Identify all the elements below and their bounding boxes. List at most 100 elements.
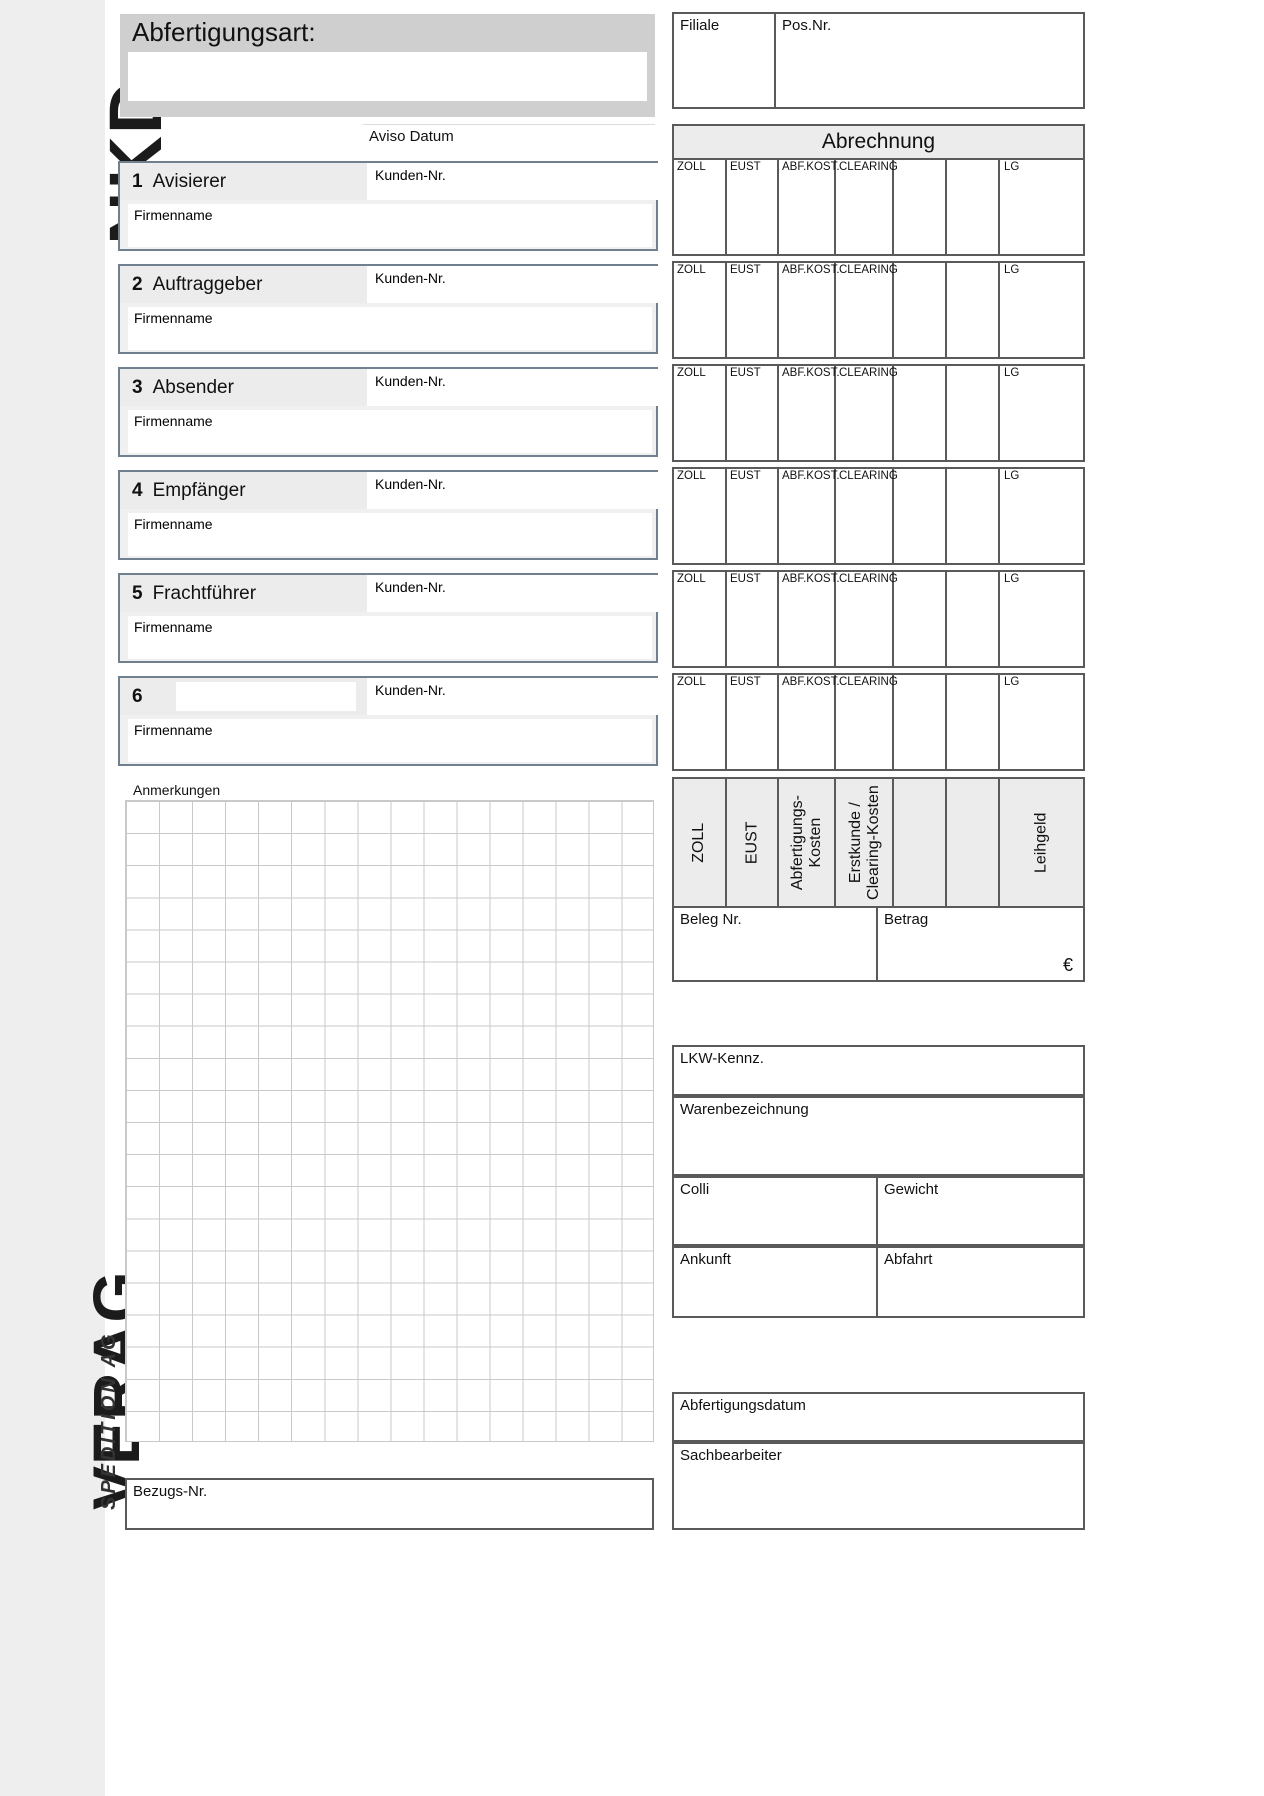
abrechnung-cell-r6-c1[interactable]: ZOLL (674, 675, 727, 769)
filiale-field[interactable]: Filiale (672, 12, 776, 109)
lkw-kennz-field[interactable]: LKW-Kennz. (672, 1045, 1085, 1096)
firmenname-field-1[interactable]: Firmenname (128, 204, 652, 247)
abrechnung-cell-r2-c1[interactable]: ZOLL (674, 263, 727, 357)
firmenname-field-3[interactable]: Firmenname (128, 410, 652, 453)
party-block-1[interactable]: 1 Avisierer Kunden-Nr. Firmenname (118, 161, 658, 251)
abrechnung-cell-r1-c2[interactable]: EUST (727, 160, 779, 254)
kunden-nr-label-5: Kunden-Nr. (375, 579, 446, 595)
kunden-nr-field-5[interactable]: Kunden-Nr. (367, 575, 658, 612)
posnr-field[interactable]: Pos.Nr. (774, 12, 1085, 109)
kunden-nr-field-1[interactable]: Kunden-Nr. (367, 163, 658, 200)
gewicht-field[interactable]: Gewicht (876, 1176, 1085, 1246)
abrechnung-cell-r3-c3[interactable]: ABF.KOST. (779, 366, 840, 460)
abrechnung-row-2[interactable]: ZOLL EUST ABF.KOST. CLEARING LG (672, 261, 1085, 359)
abfertigungsart-input[interactable] (128, 51, 647, 101)
bezugs-nr-field[interactable]: Bezugs-Nr. (125, 1478, 654, 1530)
abrechnung-col-header-3: ABF.KOST. (782, 264, 840, 276)
abrechnung-summary-cell-6 (947, 779, 1000, 906)
abrechnung-cell-r3-c6[interactable] (947, 366, 1000, 460)
abrechnung-cell-r6-c3[interactable]: ABF.KOST. (779, 675, 840, 769)
abrechnung-cell-r1-c1[interactable]: ZOLL (674, 160, 727, 254)
abrechnung-cell-r5-c2[interactable]: EUST (727, 572, 779, 666)
ankunft-field[interactable]: Ankunft (672, 1246, 878, 1318)
party-block-6[interactable]: 6 Kunden-Nr. Firmenname (118, 676, 658, 766)
party-number-2: 2 (132, 273, 143, 295)
abrechnung-cell-r2-c5[interactable] (894, 263, 947, 357)
abrechnung-cell-r4-c6[interactable] (947, 469, 1000, 563)
abrechnung-cell-r5-c6[interactable] (947, 572, 1000, 666)
party-name-input-6[interactable] (176, 682, 356, 711)
abrechnung-cell-r6-c6[interactable] (947, 675, 1000, 769)
abrechnung-cell-r3-c5[interactable] (894, 366, 947, 460)
ankunft-label: Ankunft (680, 1251, 731, 1268)
abrechnung-cell-r6-c7[interactable]: LG (1000, 675, 1083, 769)
abrechnung-cell-r4-c5[interactable] (894, 469, 947, 563)
abrechnung-cell-r5-c5[interactable] (894, 572, 947, 666)
party-block-5[interactable]: 5 Frachtführer Kunden-Nr. Firmenname (118, 573, 658, 663)
abrechnung-cell-r4-c3[interactable]: ABF.KOST. (779, 469, 840, 563)
abrechnung-row-4[interactable]: ZOLL EUST ABF.KOST. CLEARING LG (672, 467, 1085, 565)
abrechnung-cell-r2-c3[interactable]: ABF.KOST. (779, 263, 840, 357)
abrechnung-cell-r6-c5[interactable] (894, 675, 947, 769)
filiale-label: Filiale (680, 17, 720, 34)
abrechnung-cell-r6-c4[interactable]: CLEARING (836, 675, 898, 769)
abrechnung-cell-r5-c4[interactable]: CLEARING (836, 572, 898, 666)
firmenname-field-2[interactable]: Firmenname (128, 307, 652, 350)
abfertigungsart-label: Abfertigungsart: (132, 17, 316, 47)
abrechnung-cell-r4-c4[interactable]: CLEARING (836, 469, 898, 563)
kunden-nr-field-3[interactable]: Kunden-Nr. (367, 369, 658, 406)
abrechnung-cell-r4-c2[interactable]: EUST (727, 469, 779, 563)
abrechnung-cell-r6-c2[interactable]: EUST (727, 675, 779, 769)
abrechnung-row-6[interactable]: ZOLL EUST ABF.KOST. CLEARING LG (672, 673, 1085, 771)
abrechnung-row-1[interactable]: ZOLL EUST ABF.KOST. CLEARING LG (672, 158, 1085, 256)
kunden-nr-field-6[interactable]: Kunden-Nr. (367, 678, 658, 715)
abrechnung-cell-r1-c3[interactable]: ABF.KOST. (779, 160, 840, 254)
anmerkungen-grid-input[interactable] (125, 800, 654, 1442)
party-block-4[interactable]: 4 Empfänger Kunden-Nr. Firmenname (118, 470, 658, 560)
kunden-nr-label-2: Kunden-Nr. (375, 270, 446, 286)
abfertigungsdatum-field[interactable]: Abfertigungsdatum (672, 1392, 1085, 1442)
aviso-datum-field[interactable]: Aviso Datum (363, 124, 655, 158)
abrechnung-cell-r1-c7[interactable]: LG (1000, 160, 1083, 254)
firmenname-label-4: Firmenname (134, 516, 213, 532)
abrechnung-cell-r4-c7[interactable]: LG (1000, 469, 1083, 563)
abrechnung-cell-r5-c3[interactable]: ABF.KOST. (779, 572, 840, 666)
abrechnung-cell-r4-c1[interactable]: ZOLL (674, 469, 727, 563)
abrechnung-cell-r3-c7[interactable]: LG (1000, 366, 1083, 460)
firmenname-field-4[interactable]: Firmenname (128, 513, 652, 556)
abrechnung-row-5[interactable]: ZOLL EUST ABF.KOST. CLEARING LG (672, 570, 1085, 668)
firmenname-field-5[interactable]: Firmenname (128, 616, 652, 659)
sachbearbeiter-field[interactable]: Sachbearbeiter (672, 1442, 1085, 1530)
abrechnung-cell-r3-c4[interactable]: CLEARING (836, 366, 898, 460)
gewicht-label: Gewicht (884, 1181, 939, 1198)
abrechnung-col-header-7: LG (1004, 470, 1020, 482)
abrechnung-cell-r5-c1[interactable]: ZOLL (674, 572, 727, 666)
abrechnung-cell-r5-c7[interactable]: LG (1000, 572, 1083, 666)
abrechnung-cell-r2-c7[interactable]: LG (1000, 263, 1083, 357)
abfahrt-field[interactable]: Abfahrt (876, 1246, 1085, 1318)
abrechnung-row-3[interactable]: ZOLL EUST ABF.KOST. CLEARING LG (672, 364, 1085, 462)
abrechnung-cell-r1-c5[interactable] (894, 160, 947, 254)
kunden-nr-field-4[interactable]: Kunden-Nr. (367, 472, 658, 509)
abrechnung-cell-r2-c2[interactable]: EUST (727, 263, 779, 357)
colli-label: Colli (680, 1181, 710, 1198)
lkw-kennz-label: LKW-Kennz. (680, 1050, 764, 1067)
abrechnung-cell-r3-c1[interactable]: ZOLL (674, 366, 727, 460)
abrechnung-cell-r1-c4[interactable]: CLEARING (836, 160, 898, 254)
abrechnung-cell-r3-c2[interactable]: EUST (727, 366, 779, 460)
abfahrt-label: Abfahrt (884, 1251, 933, 1268)
abrechnung-col-header-1: ZOLL (677, 470, 706, 482)
kunden-nr-field-2[interactable]: Kunden-Nr. (367, 266, 658, 303)
abrechnung-cell-r2-c6[interactable] (947, 263, 1000, 357)
firmenname-field-6[interactable]: Firmenname (128, 719, 652, 762)
beleg-nr-field[interactable]: Beleg Nr. (672, 906, 878, 982)
colli-field[interactable]: Colli (672, 1176, 878, 1246)
party-block-2[interactable]: 2 Auftraggeber Kunden-Nr. Firmenname (118, 264, 658, 354)
abrechnung-col-header-4: CLEARING (839, 367, 898, 379)
warenbezeichnung-field[interactable]: Warenbezeichnung (672, 1096, 1085, 1176)
abrechnung-cell-r2-c4[interactable]: CLEARING (836, 263, 898, 357)
abrechnung-cell-r1-c6[interactable] (947, 160, 1000, 254)
betrag-field[interactable]: Betrag € (876, 906, 1085, 982)
betrag-label: Betrag (884, 911, 929, 928)
party-block-3[interactable]: 3 Absender Kunden-Nr. Firmenname (118, 367, 658, 457)
